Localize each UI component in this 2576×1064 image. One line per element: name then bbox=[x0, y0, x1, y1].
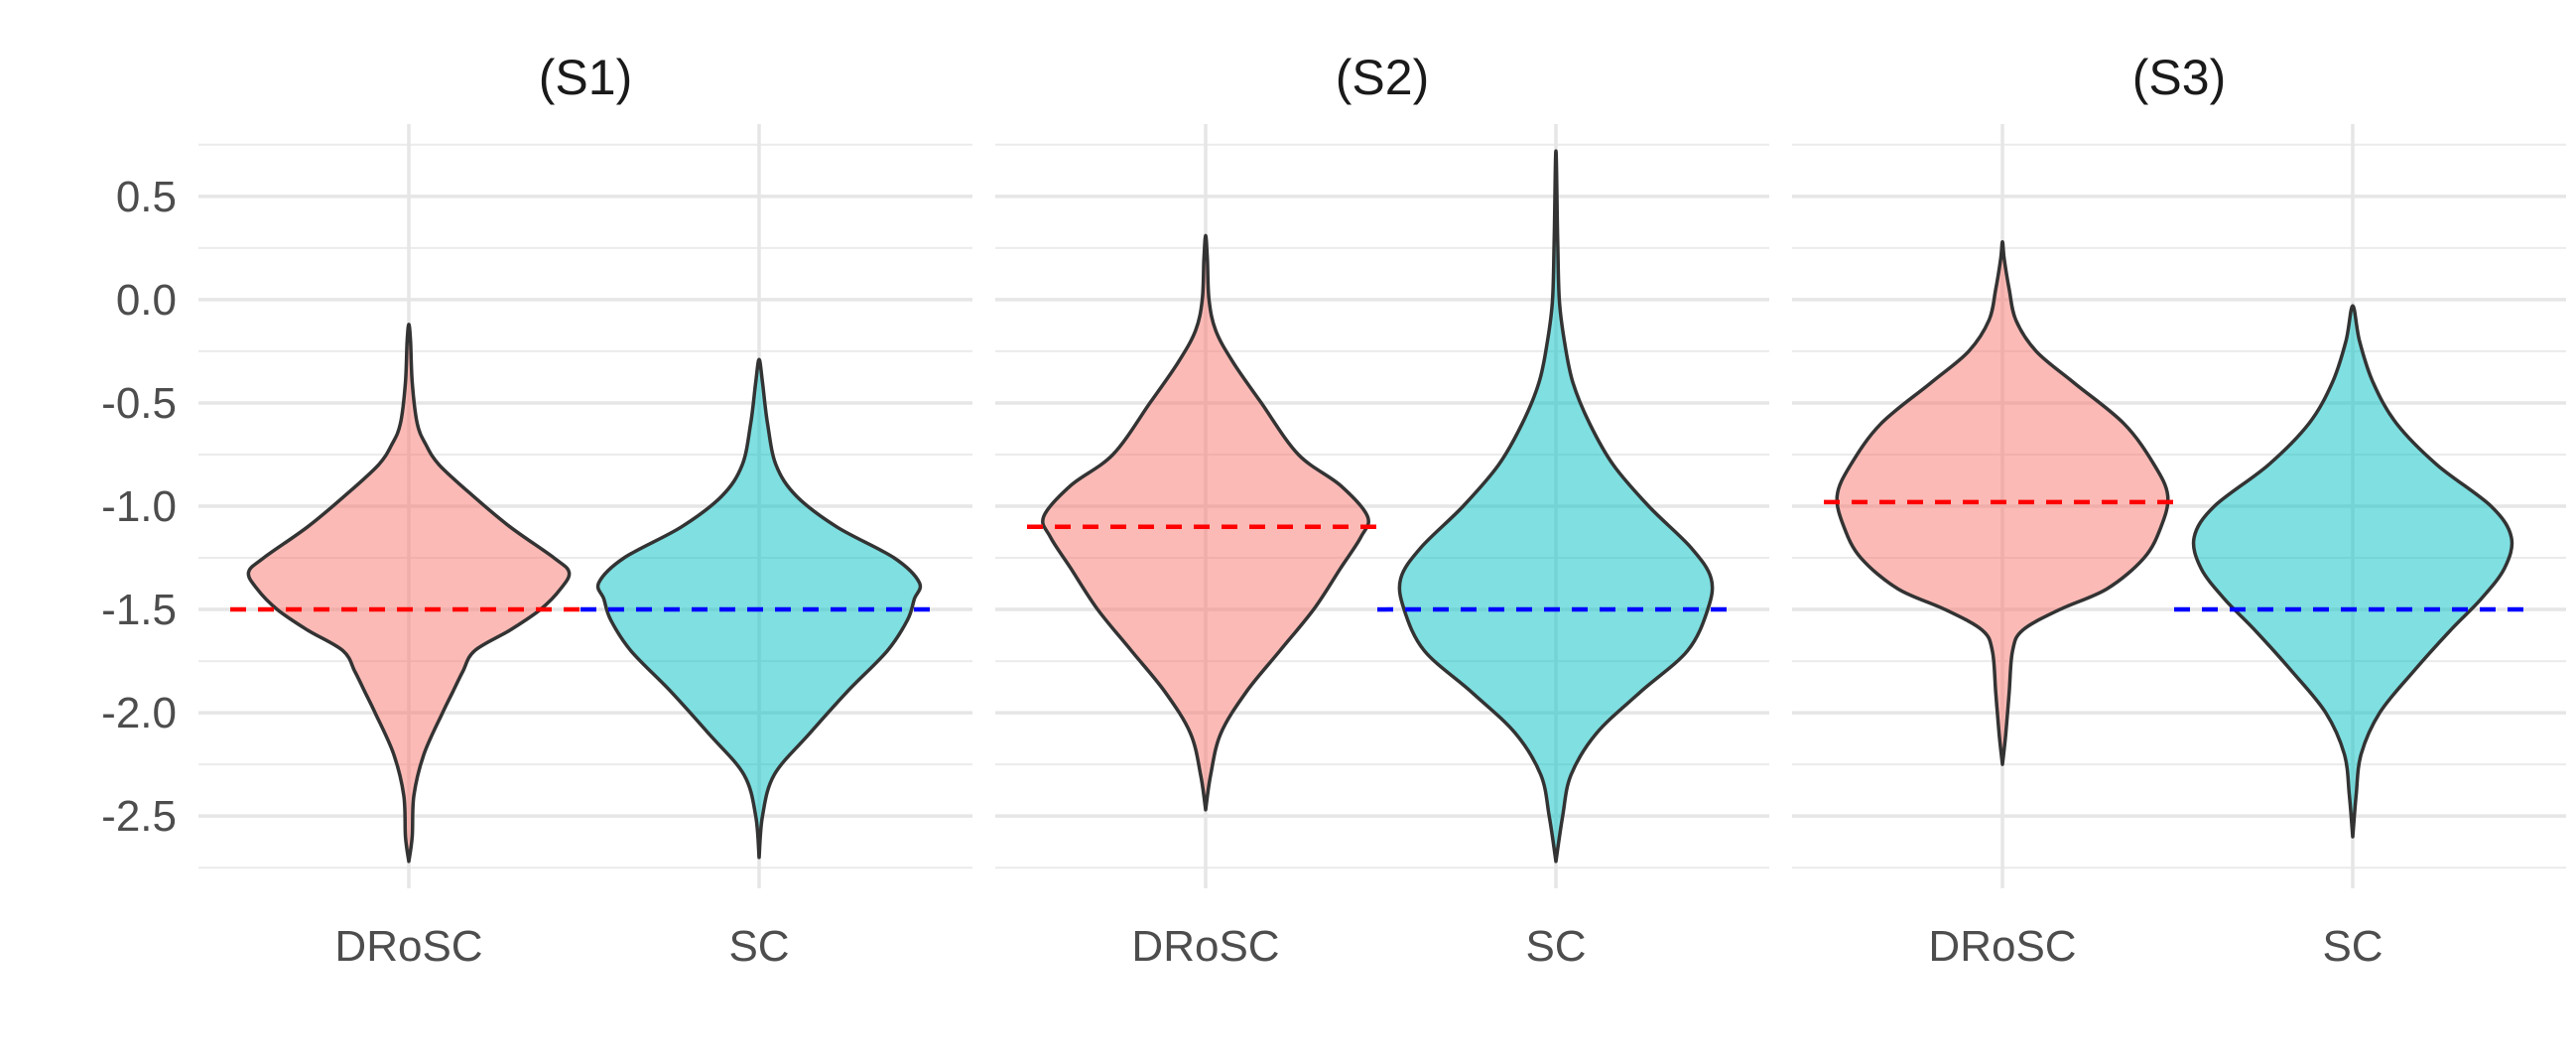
x-tick-label: SC bbox=[2322, 922, 2383, 971]
x-tick-label: DRoSC bbox=[334, 922, 482, 971]
x-tick-label: SC bbox=[728, 922, 789, 971]
facet-panels: (S1) DRoSC SC (S2) DRoSC SC (S3) DRoSC SC bbox=[198, 50, 2566, 971]
panel-title: (S1) bbox=[539, 50, 632, 105]
y-tick-label: 0.0 bbox=[116, 276, 177, 325]
gridlines bbox=[198, 124, 972, 888]
y-tick-label: -1.5 bbox=[101, 586, 177, 634]
y-axis-tick-labels: 0.5 0.0 -0.5 -1.0 -1.5 -2.0 -2.5 bbox=[101, 173, 177, 841]
panel-title: (S2) bbox=[1336, 50, 1429, 105]
violin-sc bbox=[2191, 304, 2514, 839]
x-tick-label: DRoSC bbox=[1131, 922, 1279, 971]
y-tick-label: -1.0 bbox=[101, 482, 177, 531]
x-tick-label: DRoSC bbox=[1928, 922, 2076, 971]
y-tick-label: 0.5 bbox=[116, 173, 177, 221]
panel-title: (S3) bbox=[2132, 50, 2226, 105]
y-tick-label: -2.0 bbox=[101, 689, 177, 737]
y-tick-label: -0.5 bbox=[101, 379, 177, 428]
violin-drosc bbox=[246, 323, 572, 864]
panel-3: (S3) DRoSC SC bbox=[1792, 50, 2566, 971]
violin-sc bbox=[1397, 149, 1715, 864]
y-tick-label: -2.5 bbox=[101, 792, 177, 841]
violin-drosc bbox=[1041, 233, 1370, 812]
panel-1: (S1) DRoSC SC bbox=[198, 50, 972, 971]
x-tick-label: SC bbox=[1525, 922, 1586, 971]
panel-2: (S2) DRoSC SC bbox=[995, 50, 1769, 971]
